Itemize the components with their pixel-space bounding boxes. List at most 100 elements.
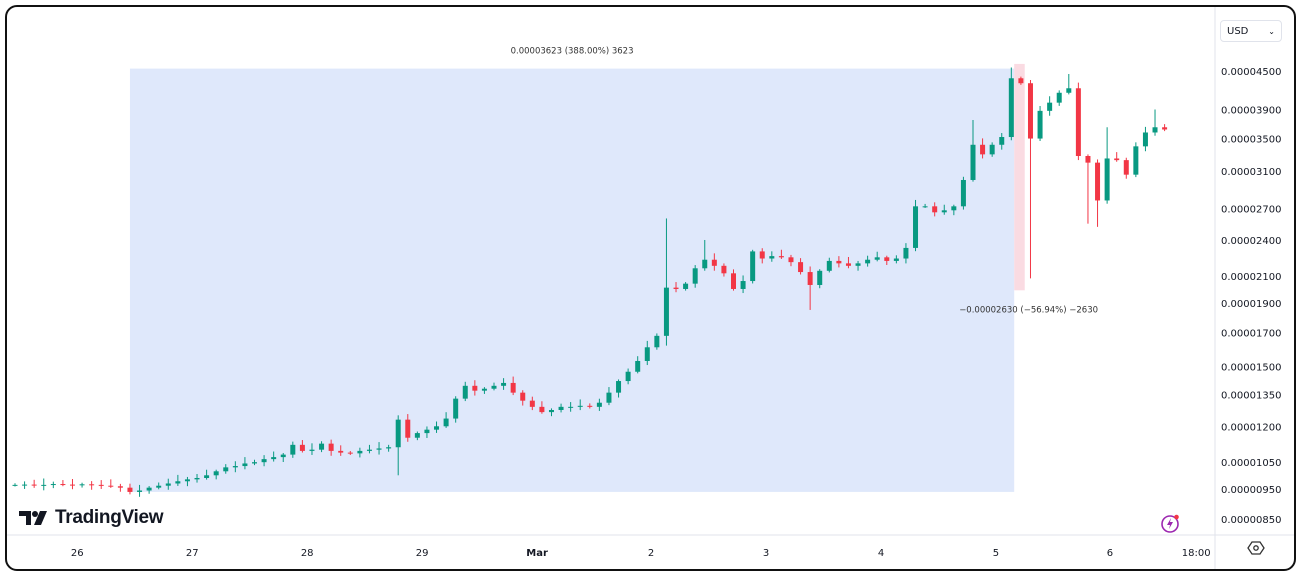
candle-up <box>175 481 181 484</box>
chevron-down-icon: ⌄ <box>1268 26 1275 36</box>
candle-up <box>194 477 200 480</box>
candle-down <box>1123 160 1129 175</box>
candle-up <box>1104 158 1110 201</box>
lightning-alert-icon[interactable] <box>1159 512 1181 534</box>
candle-up <box>663 287 669 336</box>
candle-up <box>625 371 631 382</box>
price-tick-label: 0.00001700 <box>1221 329 1281 340</box>
candle-down <box>836 260 842 264</box>
candle-down <box>31 484 37 486</box>
candle-up <box>309 449 315 451</box>
settings-icon[interactable] <box>1247 539 1265 557</box>
candle-up <box>874 257 880 260</box>
candle-down <box>117 486 123 488</box>
candle-up <box>261 459 267 463</box>
candle-up <box>635 360 641 372</box>
candle-up <box>999 137 1005 145</box>
candle-up <box>692 268 698 284</box>
candle-up <box>1142 132 1148 147</box>
candle-up <box>462 385 468 399</box>
candle-up <box>22 484 28 486</box>
candle-down <box>711 259 717 266</box>
candle-down <box>807 272 813 285</box>
candle-up <box>865 259 871 264</box>
time-tick-label: 3 <box>763 548 769 559</box>
price-tick-label: 0.00001900 <box>1221 299 1281 310</box>
candle-up <box>41 484 47 486</box>
candle-up <box>443 418 449 427</box>
candle-up <box>1008 78 1014 138</box>
candle-up <box>319 443 325 450</box>
measure-range-down <box>1014 63 1025 291</box>
candle-down <box>539 406 545 413</box>
candle-up <box>913 206 919 248</box>
candle-up <box>12 484 18 486</box>
price-tick-label: 0.00002700 <box>1221 204 1281 215</box>
candle-up <box>654 335 660 348</box>
candle-up <box>386 447 392 449</box>
candle-up <box>491 385 497 389</box>
candle-down <box>1085 156 1091 163</box>
candle-down <box>299 444 305 451</box>
candle-up <box>79 484 85 486</box>
candle-down <box>778 256 784 258</box>
candle-up <box>252 462 257 464</box>
candle-up <box>424 429 430 434</box>
candle-up <box>1066 88 1072 93</box>
time-tick-label: 4 <box>878 548 884 559</box>
candle-up <box>204 475 210 478</box>
candle-up <box>855 263 861 266</box>
candle-up <box>568 406 574 408</box>
candle-up <box>960 179 966 207</box>
price-tick-label: 0.00001350 <box>1221 391 1281 402</box>
time-tick-label: 5 <box>993 548 999 559</box>
candle-down <box>520 392 526 401</box>
tradingview-logo[interactable]: TradingView <box>19 507 164 529</box>
candle-up <box>740 281 746 289</box>
candle-down <box>98 484 104 486</box>
time-tick-label: 6 <box>1107 548 1113 559</box>
candle-up <box>616 381 622 393</box>
candle-up <box>1056 92 1062 103</box>
candle-down <box>721 265 727 274</box>
candle-up <box>577 405 583 407</box>
candle-down <box>328 443 334 451</box>
candle-up <box>558 406 564 410</box>
price-tick-label: 0.00003500 <box>1221 135 1281 146</box>
candle-down <box>884 257 890 261</box>
candle-up <box>280 454 286 458</box>
candle-up <box>1047 102 1053 111</box>
candle-up <box>366 449 372 451</box>
price-tick-label: 0.00001500 <box>1221 362 1281 373</box>
candle-down <box>60 484 66 486</box>
candle-up <box>596 402 602 407</box>
candle-up <box>941 210 947 213</box>
candle-up <box>156 485 162 488</box>
candle-up <box>903 247 909 259</box>
time-tick-label: Mar <box>526 548 548 559</box>
candle-up <box>970 144 976 180</box>
candle-up <box>434 426 440 430</box>
candle-up <box>893 258 899 261</box>
candle-up <box>271 457 277 460</box>
measure-range-up <box>129 68 1015 492</box>
price-tick-label: 0.00003900 <box>1221 105 1281 116</box>
time-tick-label: 26 <box>71 548 84 559</box>
time-tick-label: 2 <box>648 548 654 559</box>
candle-up <box>232 466 238 468</box>
currency-select[interactable]: USD ⌄ <box>1220 20 1282 42</box>
candle-up <box>1037 110 1043 139</box>
candle-up <box>395 419 401 448</box>
candle-up <box>146 487 152 491</box>
candle-down <box>347 452 353 454</box>
price-tick-label: 0.00001200 <box>1221 422 1281 433</box>
candlestick-chart[interactable]: 0.00003623 (388.00%) 3623 −0.00002630 (−5… <box>7 7 1294 569</box>
tradingview-logo-icon <box>19 511 47 525</box>
candle-up <box>453 398 459 419</box>
candle-down <box>108 485 114 487</box>
candle-up <box>165 483 171 486</box>
candle-down <box>69 484 75 486</box>
candle-up <box>414 433 420 438</box>
time-tick-label: 28 <box>301 548 314 559</box>
candle-up <box>242 463 248 467</box>
